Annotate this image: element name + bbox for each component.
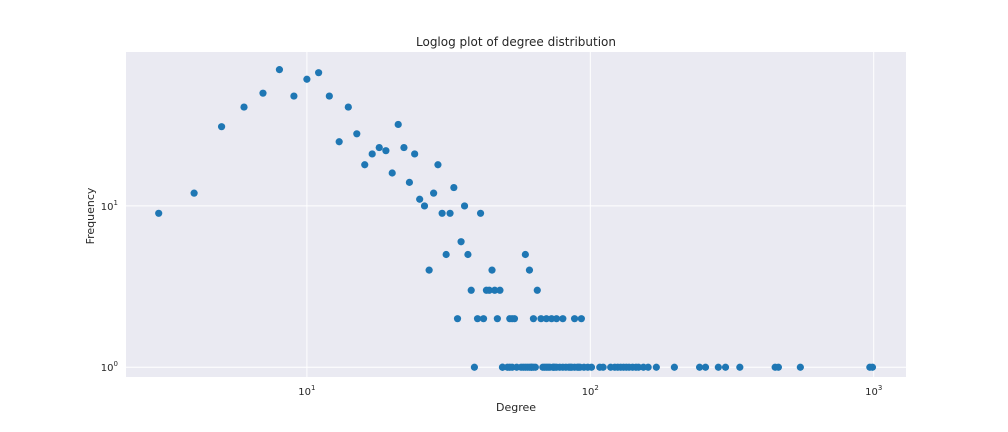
data-point [290,92,298,100]
y-tick-label: 101 [101,199,118,213]
data-point [430,189,438,197]
data-point [587,363,596,371]
y-axis-label: Frequency [84,187,97,244]
data-point [425,266,433,274]
data-point [510,315,519,323]
data-point [368,150,376,158]
data-point [695,363,704,371]
data-point [531,363,539,371]
x-axis-label: Degree [496,401,536,414]
data-point [470,363,478,371]
data-point [190,189,198,197]
data-point [315,69,323,77]
data-point [644,363,652,371]
data-point [496,286,504,294]
chart-title: Loglog plot of degree distribution [416,35,616,49]
y-tick-label: 100 [101,360,118,374]
data-point [547,315,556,323]
data-point [533,286,541,294]
data-point [652,363,660,371]
data-point [714,363,722,371]
data-point [405,178,414,186]
data-point [420,202,429,210]
data-point [388,169,396,177]
data-point [476,209,485,217]
data-point [453,315,462,323]
data-point [446,209,454,217]
scatter-points [155,66,877,371]
x-tick-label: 103 [865,384,882,398]
data-point [521,250,529,259]
data-point [774,363,783,371]
data-point [335,138,343,146]
data-point [394,120,402,129]
data-point [525,266,534,274]
data-point [460,202,469,210]
data-point [155,209,163,217]
data-point [542,315,551,323]
data-point [570,315,579,323]
data-point [488,266,496,274]
data-point [467,286,475,294]
data-point [473,315,482,323]
data-point [552,315,561,323]
data-point [303,75,311,83]
data-point [400,143,408,152]
data-point [701,363,710,371]
data-point [382,147,390,155]
data-point [275,66,284,74]
data-point [868,363,877,371]
data-point [442,250,450,259]
data-point [721,363,730,371]
data-point [457,238,465,246]
data-point [240,103,248,111]
data-point [361,161,369,169]
data-point [344,103,352,111]
data-point [479,315,488,323]
data-point [217,123,226,131]
data-point [529,315,538,323]
data-point [464,250,472,259]
data-point [537,315,545,323]
data-point [450,183,458,192]
data-point [416,195,424,203]
data-point [577,315,585,323]
data-point [325,92,333,100]
tick-labels: 101 102 103 100 101 [101,199,883,398]
data-point [491,286,499,294]
data-point [498,363,507,371]
data-point [796,363,804,371]
data-point [438,209,446,217]
x-tick-label: 101 [298,384,315,398]
data-point [493,315,501,323]
data-point [259,89,267,97]
data-point [736,363,744,371]
data-point [411,150,419,158]
data-point [559,315,567,323]
plot-area [126,52,906,377]
x-tick-label: 102 [582,384,599,398]
data-point [599,363,607,371]
data-point [375,143,383,152]
data-point [434,161,442,169]
data-point [670,363,678,371]
data-point [485,286,493,294]
data-point [353,130,361,138]
